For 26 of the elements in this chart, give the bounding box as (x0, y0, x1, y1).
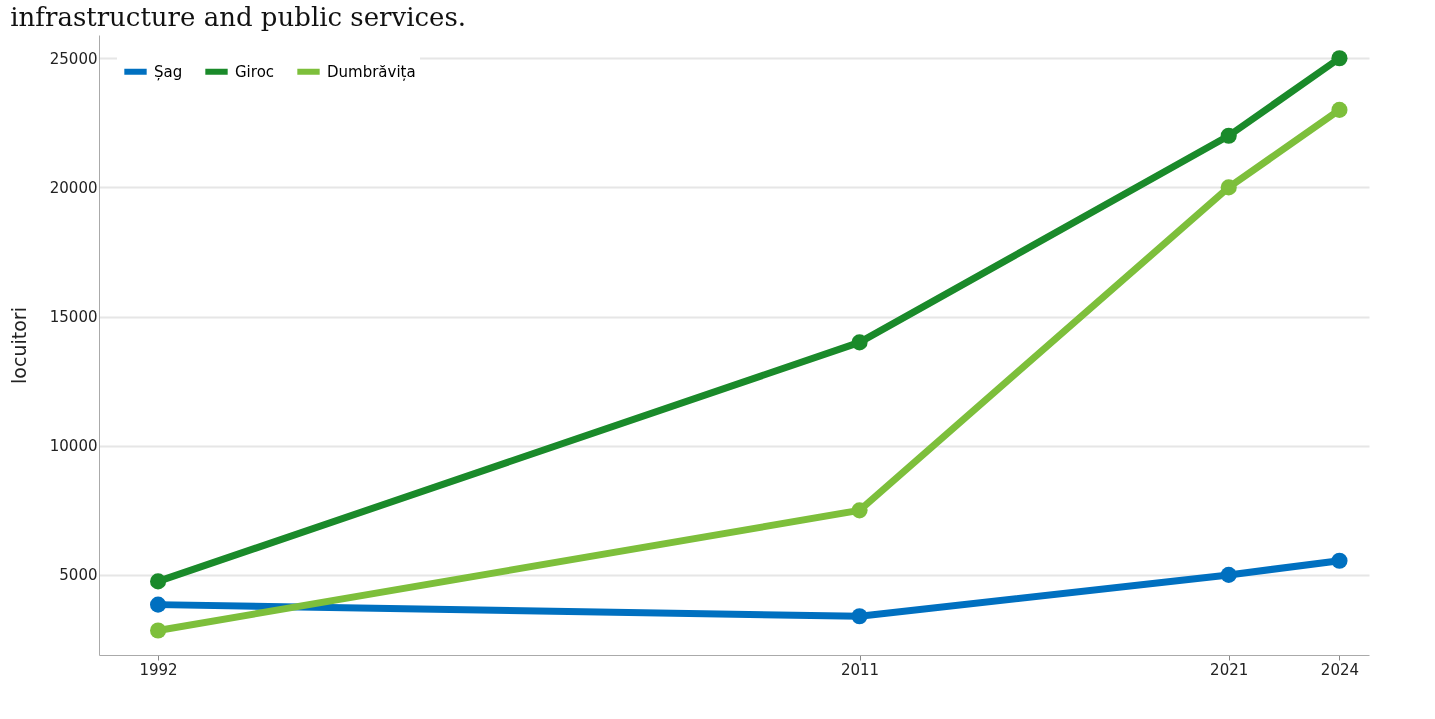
y-tick-label: 5000 (59, 566, 98, 585)
point (851, 608, 868, 625)
y-tick-label: 15000 (49, 308, 98, 327)
point (1220, 179, 1237, 196)
point (1331, 101, 1348, 118)
point (851, 502, 868, 519)
point (851, 334, 868, 351)
point (1331, 50, 1348, 67)
x-tick-label: 2024 (1320, 660, 1360, 679)
legend-label: Giroc (235, 62, 275, 81)
point (1220, 566, 1237, 583)
legend-label: Șag (154, 62, 183, 81)
point (150, 573, 167, 590)
x-tick-label: 2011 (840, 660, 880, 679)
y-tick-label: 20000 (49, 178, 98, 197)
point (1220, 127, 1237, 144)
chart-title: infrastructure and public services. (10, 2, 467, 32)
y-axis-title: locuitori (7, 307, 30, 384)
y-tick-label: 10000 (49, 437, 98, 456)
x-tick-label: 1992 (139, 660, 178, 679)
legend-label: Dumbrăvița (327, 62, 416, 81)
y-tick-label: 25000 (49, 49, 98, 68)
point (150, 622, 167, 639)
point (150, 596, 167, 613)
x-tick-label: 2021 (1210, 660, 1249, 679)
point (1331, 552, 1348, 569)
